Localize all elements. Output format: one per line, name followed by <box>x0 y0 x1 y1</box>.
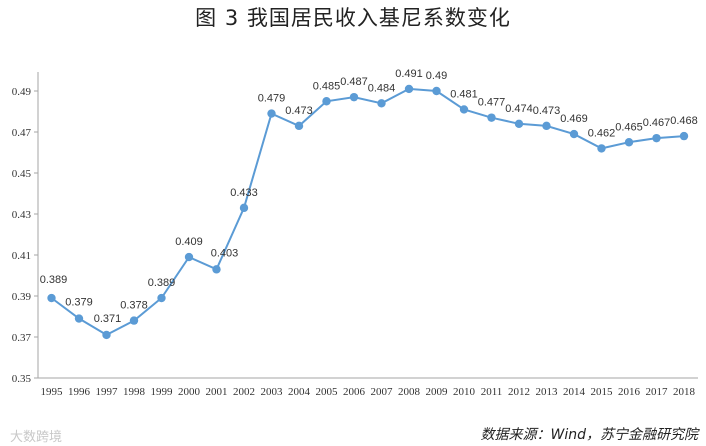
data-label: 0.468 <box>670 115 698 127</box>
data-label: 0.473 <box>533 105 561 117</box>
data-point <box>679 131 689 141</box>
x-tick-label: 2006 <box>343 386 366 398</box>
y-tick-label: 0.47 <box>12 127 32 139</box>
x-tick-label: 2001 <box>206 386 228 398</box>
data-label: 0.465 <box>615 121 643 133</box>
data-label: 0.409 <box>175 236 203 248</box>
data-label: 0.481 <box>450 88 478 100</box>
data-point <box>514 119 524 128</box>
data-label: 0.479 <box>258 93 286 105</box>
data-point <box>542 121 551 131</box>
x-tick-label: 1997 <box>96 386 119 398</box>
data-point <box>432 86 441 96</box>
y-tick-label: 0.49 <box>12 86 32 98</box>
data-label: 0.474 <box>505 103 533 115</box>
data-point <box>404 84 414 94</box>
x-tick-label: 2008 <box>398 386 421 398</box>
watermark-text: 大数跨境 <box>10 430 63 445</box>
data-point <box>102 330 111 340</box>
series-line <box>50 87 685 337</box>
x-tick-label: 2012 <box>508 386 530 398</box>
x-tick-label: 2011 <box>481 386 503 398</box>
data-label: 0.477 <box>478 97 506 109</box>
y-tick-label: 0.41 <box>12 250 31 262</box>
x-tick-label: 2007 <box>371 386 394 398</box>
data-label: 0.473 <box>285 105 313 117</box>
x-tick-label: 1995 <box>41 386 64 398</box>
x-tick-label: 1996 <box>68 386 91 398</box>
x-tick-label: 2010 <box>453 386 476 398</box>
data-point <box>47 293 56 303</box>
data-point <box>74 314 84 323</box>
data-point <box>267 109 276 118</box>
data-label: 0.371 <box>94 313 122 325</box>
data-point <box>129 316 139 325</box>
data-label: 0.467 <box>643 117 671 129</box>
x-tick-label: 2004 <box>288 386 311 398</box>
x-tick-label: 2002 <box>233 386 255 398</box>
x-tick-label: 1999 <box>151 386 174 398</box>
data-point <box>487 113 496 122</box>
x-tick-label: 2005 <box>316 386 339 398</box>
x-tick-label: 1998 <box>123 386 146 398</box>
chart-title: 图 3 我国居民收入基尼系数变化 <box>195 6 511 30</box>
data-label: 0.462 <box>588 127 616 139</box>
data-label: 0.378 <box>120 300 148 312</box>
data-label: 0.491 <box>395 68 423 80</box>
data-point <box>212 265 221 274</box>
data-label: 0.379 <box>65 297 93 309</box>
x-tick-label: 2003 <box>261 386 284 398</box>
data-point <box>157 293 166 303</box>
data-point <box>624 138 634 147</box>
data-label: 0.49 <box>426 70 447 82</box>
x-tick-label: 2015 <box>591 386 614 398</box>
x-tick-label: 2017 <box>646 386 669 398</box>
data-label: 0.484 <box>368 82 396 94</box>
data-label: 0.389 <box>40 274 68 286</box>
x-tick-label: 2009 <box>426 386 449 398</box>
x-tick-label: 2014 <box>563 386 586 398</box>
data-label: 0.487 <box>340 76 368 88</box>
y-tick-label: 0.45 <box>12 168 32 180</box>
data-point <box>459 105 469 114</box>
data-point <box>569 129 579 139</box>
y-tick-label: 0.37 <box>12 332 32 344</box>
y-tick-label: 0.35 <box>12 373 32 385</box>
data-point <box>239 203 249 213</box>
data-label: 0.389 <box>148 277 176 289</box>
data-point <box>597 144 606 153</box>
x-tick-label: 2016 <box>618 386 641 398</box>
data-label: 0.485 <box>313 80 341 92</box>
source-note: 数据来源：Wind，苏宁金融研究院 <box>480 427 699 443</box>
data-point <box>349 92 359 102</box>
x-tick-label: 2000 <box>178 386 201 398</box>
y-tick-label: 0.43 <box>12 209 32 221</box>
data-label: 0.403 <box>211 247 239 259</box>
x-tick-label: 2018 <box>673 386 696 398</box>
data-point <box>652 133 661 143</box>
data-point <box>377 99 386 108</box>
y-tick-label: 0.39 <box>12 291 32 303</box>
data-point <box>184 252 194 262</box>
data-point <box>294 121 304 131</box>
x-tick-label: 2013 <box>536 386 559 398</box>
data-point <box>322 97 331 106</box>
data-label: 0.469 <box>560 113 588 125</box>
data-label: 0.433 <box>230 187 258 199</box>
